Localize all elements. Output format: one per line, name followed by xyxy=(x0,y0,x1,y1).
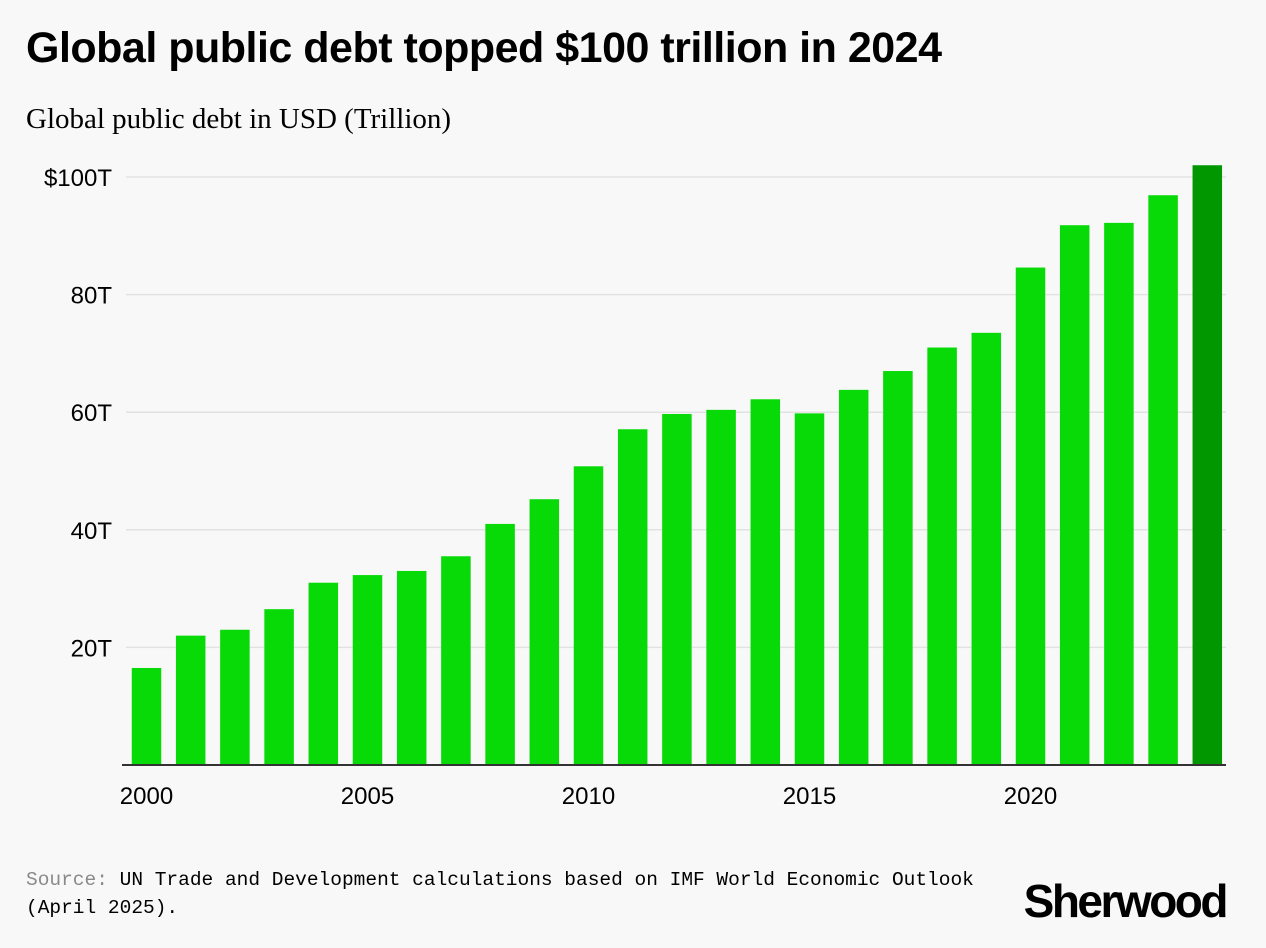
bar-2016 xyxy=(838,389,869,765)
bar-2003 xyxy=(264,609,294,765)
bar-2004 xyxy=(308,582,339,765)
x-tick-label: 2015 xyxy=(783,783,836,810)
x-tick-label: 2005 xyxy=(341,783,394,810)
bar-2019 xyxy=(971,332,1002,765)
bar-2013 xyxy=(706,409,736,765)
y-tick-label: 80T xyxy=(71,283,113,310)
x-tick-label: 2010 xyxy=(562,783,615,810)
bar-2011 xyxy=(617,429,648,765)
source-note: Source: UN Trade and Development calcula… xyxy=(26,866,986,922)
y-tick-label: $100T xyxy=(44,165,112,192)
bar-2020 xyxy=(1015,267,1046,765)
x-tick-label: 2020 xyxy=(1004,783,1057,810)
tick-labels: 20T 40T 60T 80T $100T 2000 2005 2010 2015 2020 xyxy=(44,165,1057,810)
brand-logo: Sherwood xyxy=(1023,875,1229,927)
bar-2007 xyxy=(441,556,471,765)
bar-2021 xyxy=(1059,225,1090,765)
bars xyxy=(131,165,1223,766)
chart-title: Global public debt topped $100 trillion … xyxy=(26,24,942,72)
chart-subtitle: Global public debt in USD (Trillion) xyxy=(26,103,452,135)
source-label: Source: xyxy=(26,869,108,891)
bar-2015 xyxy=(794,413,825,765)
bar-2012 xyxy=(662,413,692,765)
bar-2018 xyxy=(927,347,957,765)
bar-2000 xyxy=(131,667,162,765)
y-tick-label: 40T xyxy=(71,518,113,545)
bar-2024 xyxy=(1192,165,1223,766)
bar-2009 xyxy=(529,499,560,765)
x-tick-label: 2000 xyxy=(120,783,173,810)
bar-2006 xyxy=(396,570,427,765)
source-text: UN Trade and Development calculations ba… xyxy=(26,869,974,919)
bar-2022 xyxy=(1104,222,1134,765)
bar-2008 xyxy=(485,523,515,765)
bar-2002 xyxy=(220,629,250,765)
bar-2017 xyxy=(883,371,913,765)
bar-chart: 20T 40T 60T 80T $100T 2000 2005 2010 2015 2020 xyxy=(44,165,1226,810)
bar-2001 xyxy=(175,635,206,765)
bar-2023 xyxy=(1148,195,1178,765)
y-tick-label: 60T xyxy=(71,400,113,427)
y-tick-label: 20T xyxy=(71,635,113,662)
bar-2014 xyxy=(750,399,781,765)
bar-2005 xyxy=(352,575,383,765)
bar-2010 xyxy=(573,466,604,765)
